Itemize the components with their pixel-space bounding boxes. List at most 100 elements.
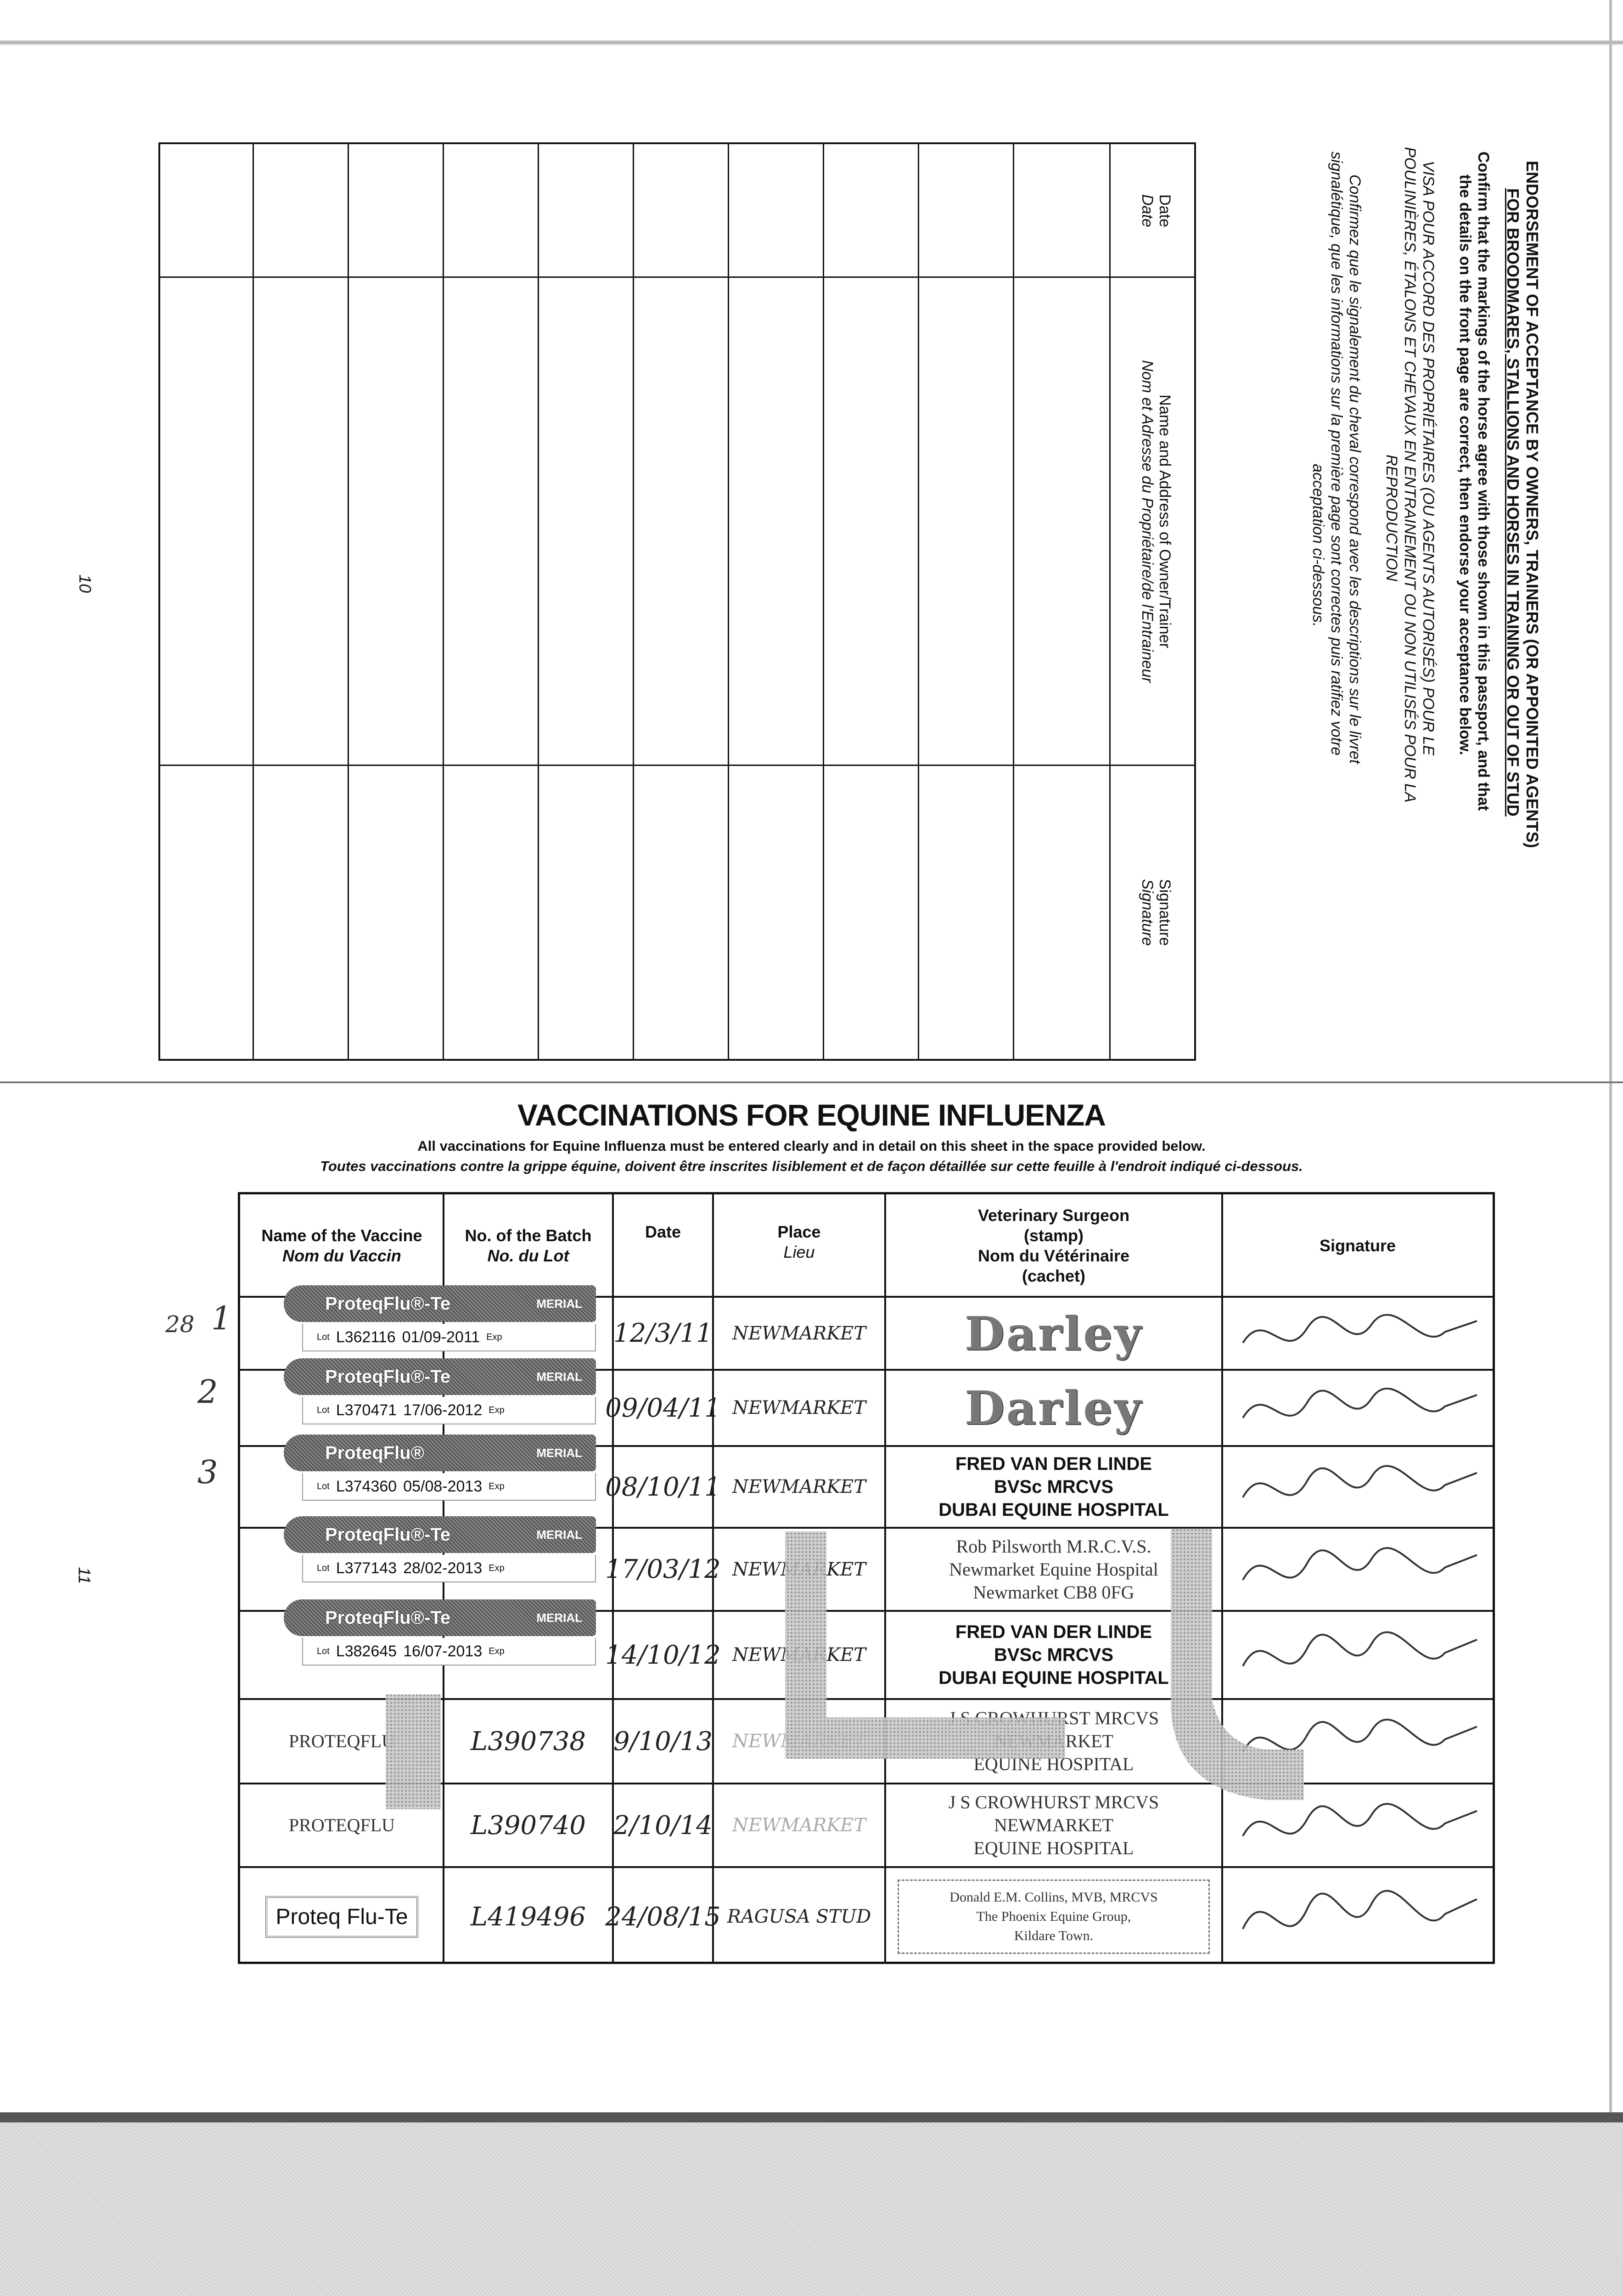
lot-prefix: Lot <box>317 1646 330 1656</box>
vet-stamp-line: NEWMARKET <box>994 1815 1113 1835</box>
vaccine-label: ProteqFlu®-Te MERIAL <box>284 1285 596 1322</box>
table-row: ProteqFlu®-Te MERIAL Lot L382645 16/07-2013 E… <box>240 1599 1493 1699</box>
row-divider <box>633 144 634 1059</box>
vaccine-name: ProteqFlu®-Te <box>325 1524 451 1545</box>
header-en: Date <box>645 1222 681 1241</box>
signature-cell <box>1222 1528 1493 1611</box>
header-en: (stamp) <box>1023 1226 1084 1245</box>
page-title: VACCINATIONS FOR EQUINE INFLUENZA <box>517 1098 1106 1132</box>
vaccination-date: 12/3/11 <box>613 1318 713 1348</box>
signature-cell <box>1222 1446 1493 1528</box>
endorsement-table: Date Date Name and Address of Owner/Trai… <box>158 142 1196 1061</box>
scan-artifact-line <box>0 40 1623 45</box>
exp-label: Exp <box>489 1646 505 1656</box>
row-divider <box>823 144 824 1059</box>
row-divider <box>918 144 919 1059</box>
batch-number: L390738 <box>471 1726 586 1756</box>
date-cell: 17/03/12 <box>605 1528 721 1611</box>
vet-stamp-line: Newmarket CB8 0FG <box>973 1581 1134 1603</box>
vet-stamp-line: J S CROWHURST MRCVS <box>948 1792 1159 1812</box>
header-en: Place <box>777 1222 821 1241</box>
signature-cell <box>1222 1611 1493 1699</box>
place-cell: RAGUSA STUD <box>713 1867 885 1966</box>
vet-stamp-line: J S CROWHURST MRCVS <box>948 1708 1159 1728</box>
place-cell: NEWMARKET <box>713 1699 885 1784</box>
row-divider <box>728 144 729 1059</box>
table-row: ProteqFlu®-Te MERIAL Lot L377143 28/02-2013 E… <box>240 1516 1493 1611</box>
vaccine-name: ProteqFlu®-Te <box>325 1607 451 1628</box>
veterinary-stamp-cell: Rob Pilsworth M.R.C.V.S. Newmarket Equine… <box>885 1528 1222 1611</box>
subtitle-en: All vaccinations for Equine Influenza mu… <box>417 1138 1206 1154</box>
date-cell: 9/10/13 <box>613 1699 713 1784</box>
vaccine-label: ProteqFlu®-Te MERIAL <box>284 1599 596 1636</box>
lot-strip: Lot L382645 16/07-2013 Exp <box>302 1638 596 1666</box>
vaccination-place: NEWMARKET <box>732 1644 866 1666</box>
column-header-owner: Name and Address of Owner/Trainer Nom et… <box>1109 277 1194 765</box>
signature-cell <box>1222 1699 1493 1784</box>
exp-label: Exp <box>489 1405 505 1415</box>
endorsement-text-fr-italic: Confirmez que le signalement du cheval c… <box>1346 174 1364 764</box>
signature-cell <box>1222 1784 1493 1867</box>
header-fr: Signature <box>1139 879 1156 946</box>
handwritten-signature <box>1242 1387 1477 1418</box>
expiry-date: 28/02-2013 <box>403 1559 483 1577</box>
place-cell: NEWMARKET <box>713 1446 885 1528</box>
batch-number: L362116 <box>336 1328 396 1346</box>
vet-stamp-line: EQUINE HOSPITAL <box>973 1754 1134 1774</box>
expiry-date: 05/08-2013 <box>403 1477 483 1495</box>
header-fr: Nom du Vaccin <box>282 1246 401 1265</box>
place-cell: NEWMARKET <box>713 1611 885 1699</box>
place-cell: NEWMARKET <box>713 1297 885 1370</box>
column-divider <box>160 765 1194 766</box>
header-fr: No. du Lot <box>487 1246 569 1265</box>
vaccine-label: ProteqFlu®-Te MERIAL <box>284 1358 596 1395</box>
handwritten-signature <box>1242 1631 1477 1667</box>
vaccine-name: ProteqFlu®-Te <box>325 1366 451 1387</box>
row-divider <box>348 144 349 1059</box>
batch-number: L374360 <box>336 1477 397 1495</box>
table-row: ProteqFlu®-Te MERIAL Lot L362116 01/09-2011 E… <box>240 1285 1493 1370</box>
header-en: No. of the Batch <box>465 1226 592 1245</box>
batch-number: L377143 <box>336 1559 397 1577</box>
vaccine-sticker: ProteqFlu®-Te MERIAL Lot L382645 16/07-2013 E… <box>284 1599 596 1668</box>
vaccination-date: 08/10/11 <box>605 1472 721 1502</box>
vaccination-place: NEWMARKET <box>732 1559 866 1580</box>
header-veterinary: Veterinary Surgeon (stamp) Nom du Vétéri… <box>885 1194 1222 1297</box>
endorsement-text-fr-italic: acceptation ci-dessous. <box>1309 464 1327 627</box>
header-vaccine: Name of the Vaccine Nom du Vaccin <box>240 1194 444 1297</box>
expiry-date: 17/06-2012 <box>403 1401 483 1419</box>
expiry-date: 16/07-2013 <box>403 1642 483 1660</box>
batch-number: L419496 <box>471 1902 586 1932</box>
vaccine-sticker: ProteqFlu®-Te MERIAL Lot L362116 01/09-2011 E… <box>284 1285 596 1354</box>
date-cell: 2/10/14 <box>613 1784 713 1867</box>
place-cell: NEWMARKET <box>713 1528 885 1611</box>
endorsement-text-en: Confirm that the markings of the horse a… <box>1475 152 1492 811</box>
page-number: 11 <box>75 1567 94 1584</box>
header-batch: No. of the Batch No. du Lot <box>444 1194 613 1297</box>
signature-cell <box>1222 1370 1493 1446</box>
header-date: Date <box>613 1194 713 1297</box>
handwritten-signature <box>1242 1314 1477 1344</box>
row-divider <box>538 144 539 1059</box>
scan-bottom-band <box>0 2112 1623 2296</box>
endorsement-text-fr: POULINIÈRES, ÉTALONS ET CHEVAUX EN ENTRA… <box>1401 147 1419 803</box>
endorsement-title: ENDORSEMENT OF ACCEPTANCE BY OWNERS, TRA… <box>1503 161 1542 1052</box>
manufacturer: MERIAL <box>536 1610 582 1625</box>
vaccination-date: 2/10/14 <box>613 1810 713 1840</box>
vaccine-sticker: ProteqFlu®-Te MERIAL Lot L377143 28/02-2013 E… <box>284 1516 596 1585</box>
vet-stamp-line: NEWMARKET <box>994 1731 1113 1751</box>
manufacturer: MERIAL <box>536 1369 582 1384</box>
endorsement-text-fr: VISA POUR ACCORD DES PROPRIÉTAIRES (OU A… <box>1420 161 1437 756</box>
batch-cell: L390740 <box>444 1784 613 1867</box>
vet-stamp-line: Rob Pilsworth M.R.C.V.S. <box>956 1536 1151 1557</box>
vaccination-date: 9/10/13 <box>613 1726 713 1756</box>
handwritten-margin-number: 2 <box>197 1373 218 1411</box>
endorsement-text-fr-italic: signalétique, que les informations sur l… <box>1328 152 1345 756</box>
row-divider <box>443 144 444 1059</box>
lot-prefix: Lot <box>317 1332 330 1342</box>
vaccine-sticker: ProteqFlu®-Te MERIAL Lot L370471 17/06-2012 E… <box>284 1358 596 1427</box>
vaccination-place: NEWMARKET <box>732 1397 866 1418</box>
handwritten-signature <box>1242 1890 1477 1930</box>
batch-number: L382645 <box>336 1642 397 1660</box>
page-edge <box>1609 0 1612 2112</box>
